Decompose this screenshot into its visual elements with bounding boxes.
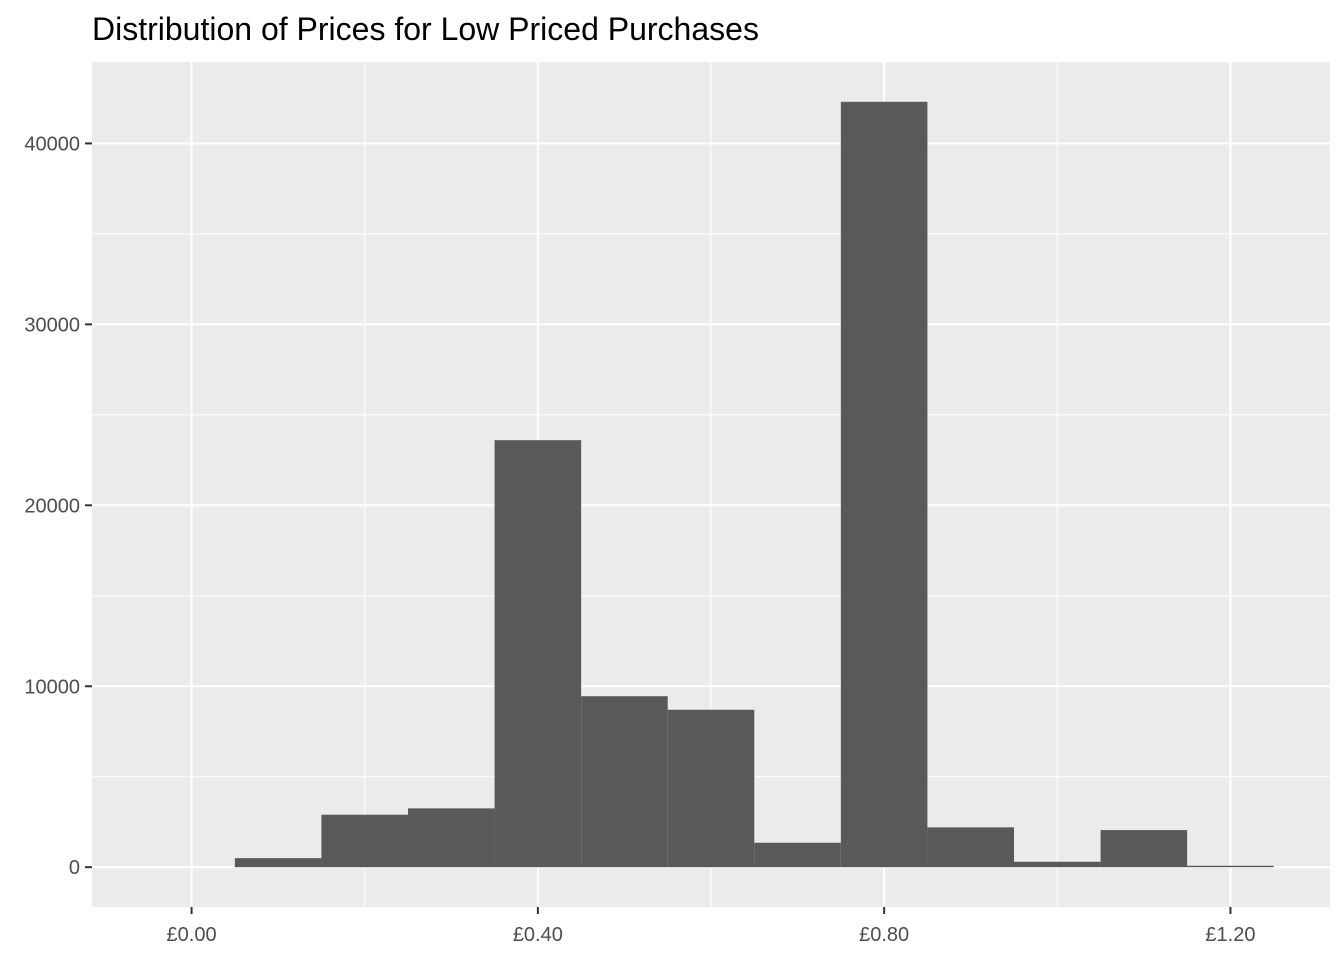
bars-layer — [234, 101, 1274, 868]
x-tick-label: £0.40 — [513, 924, 563, 946]
histogram-bar — [1187, 865, 1274, 868]
y-tick-label: 20000 — [24, 495, 80, 517]
histogram-bar — [407, 808, 495, 868]
histogram-bar — [667, 709, 755, 868]
histogram-bar — [1100, 830, 1188, 868]
y-tick-label: 40000 — [24, 133, 80, 155]
chart-title: Distribution of Prices for Low Priced Pu… — [92, 11, 759, 47]
histogram-bar — [1014, 861, 1101, 868]
x-tick-label: £1.20 — [1205, 924, 1255, 946]
histogram-bar — [754, 842, 841, 868]
x-tick-label: £0.00 — [167, 924, 217, 946]
histogram-bar — [927, 827, 1015, 868]
histogram-bar — [234, 858, 322, 868]
histogram-bar — [321, 814, 408, 868]
histogram-bar — [581, 696, 668, 868]
y-tick-label: 0 — [69, 857, 80, 879]
x-tick-label: £0.80 — [859, 924, 909, 946]
axis-layer: £0.00 £0.40 £0.80 £1.20 0 10000 20000 30000 4000… — [24, 133, 1255, 946]
y-tick-label: 30000 — [24, 314, 80, 336]
histogram-bar — [494, 440, 582, 868]
y-tick-label: 10000 — [24, 676, 80, 698]
histogram-bar — [840, 101, 928, 868]
